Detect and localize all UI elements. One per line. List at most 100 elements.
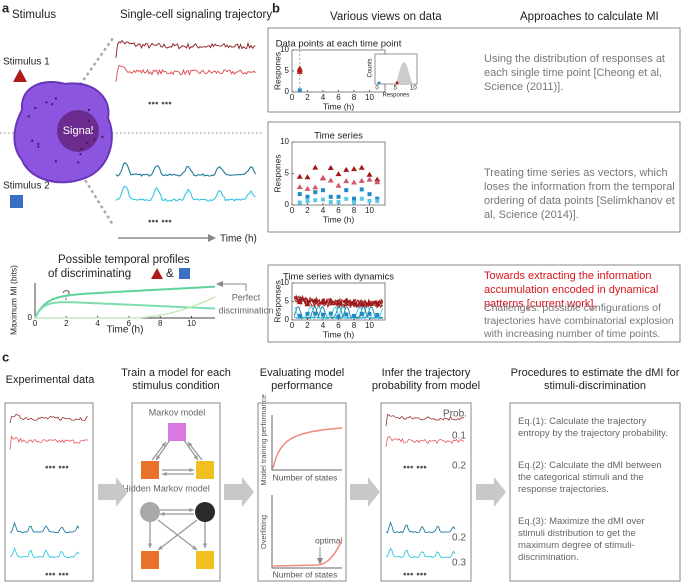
point (304, 174, 311, 180)
dot (51, 103, 54, 106)
axis-label: Time (h) (323, 214, 354, 224)
point (358, 301, 365, 307)
point (296, 173, 303, 179)
axis-label: Time (h) (220, 234, 257, 245)
chart-title: Time series with dynamics (283, 272, 394, 283)
point (366, 300, 373, 306)
panel-label: c (2, 349, 9, 364)
point (336, 199, 341, 204)
histogram (386, 62, 414, 84)
x-tick-label: 10 (187, 319, 196, 328)
trajectory (385, 521, 456, 534)
axis-label: Model training performance (259, 394, 268, 485)
ellipsis: ••• ••• (45, 463, 69, 474)
box (4, 402, 94, 582)
point (305, 194, 310, 199)
point (313, 311, 318, 316)
point (367, 311, 372, 316)
transition (157, 519, 198, 551)
heading: Possible temporal profiles (58, 254, 190, 266)
ellipsis: ••• ••• (148, 217, 172, 228)
trajectory (9, 435, 89, 450)
trajectory (9, 547, 80, 559)
square-icon (10, 195, 23, 208)
point (351, 179, 357, 185)
point (320, 299, 326, 305)
y-tick-label: 0 (285, 315, 290, 324)
point (375, 196, 380, 201)
point (344, 196, 349, 201)
point (328, 194, 333, 199)
point (321, 197, 325, 202)
dot (101, 135, 104, 138)
x-tick-label: 10 (410, 86, 417, 92)
x-tick-label: 8 (158, 319, 163, 328)
point (367, 198, 372, 203)
trajectory (294, 305, 384, 320)
point (336, 314, 341, 319)
point (321, 312, 325, 317)
point (320, 174, 326, 180)
axis-label: Number of states (273, 472, 338, 482)
point (296, 68, 303, 74)
box (267, 121, 681, 233)
state (196, 461, 214, 479)
triangle-icon (13, 69, 27, 82)
x-tick-label: 10 (365, 206, 374, 215)
axis-label: Time (h) (107, 325, 144, 336)
step-header: Infer the trajectory probability from mo… (371, 367, 481, 392)
y-tick-label: 5 (285, 66, 290, 75)
axis-label: Respones (272, 52, 282, 90)
x-tick-label: 4 (321, 206, 326, 215)
flow-arrow (476, 477, 506, 507)
y-tick-label: 0 (28, 313, 33, 322)
dot (54, 97, 57, 100)
point (344, 188, 349, 193)
prob: 0.1 (452, 431, 466, 442)
prob-header: Prob. (443, 409, 467, 420)
dot (87, 108, 91, 112)
axis-label: Number of states (273, 569, 338, 579)
box (509, 402, 681, 582)
panel-label: b (272, 0, 280, 15)
trajectory (385, 547, 456, 559)
prob: 0.3 (452, 558, 466, 569)
hidden-state (140, 502, 160, 522)
point (328, 200, 333, 205)
step-header: Procedures to estimate the dMI for stimu… (510, 367, 680, 392)
y-tick-label: 10 (280, 278, 289, 287)
x-tick-label: 2 (64, 319, 69, 328)
approach-text: Towards extracting the information accum… (484, 270, 659, 310)
dot (86, 141, 89, 145)
x-tick-label: 6 (336, 93, 341, 102)
trajectory (115, 162, 256, 177)
heading: Stimulus (12, 9, 56, 21)
point (297, 192, 302, 197)
trajectory (385, 436, 465, 447)
mi-curve (34, 301, 216, 319)
perf-curve (272, 427, 343, 469)
point (377, 81, 381, 85)
point (352, 313, 356, 318)
x-tick-label: 8 (352, 206, 357, 215)
arrowhead (162, 471, 167, 477)
x-tick-label: 10 (365, 321, 374, 330)
state (168, 423, 186, 441)
arrowhead (193, 455, 198, 460)
state (141, 551, 159, 569)
dot (87, 119, 90, 123)
model-label: Markov model (149, 407, 206, 417)
dot (31, 139, 34, 142)
point (327, 164, 334, 170)
box (380, 402, 472, 582)
point (312, 184, 319, 190)
x-tick-label: 0 (33, 319, 38, 328)
dot (54, 160, 57, 163)
x-tick-label: 2 (305, 93, 310, 102)
x-tick-label: 4 (321, 321, 326, 330)
point (343, 297, 350, 303)
x-tick-label: 8 (352, 321, 357, 330)
mi-curve (34, 285, 216, 319)
x-tick-label: 2 (305, 206, 310, 215)
step-header: Evaluating model performance (259, 367, 345, 392)
